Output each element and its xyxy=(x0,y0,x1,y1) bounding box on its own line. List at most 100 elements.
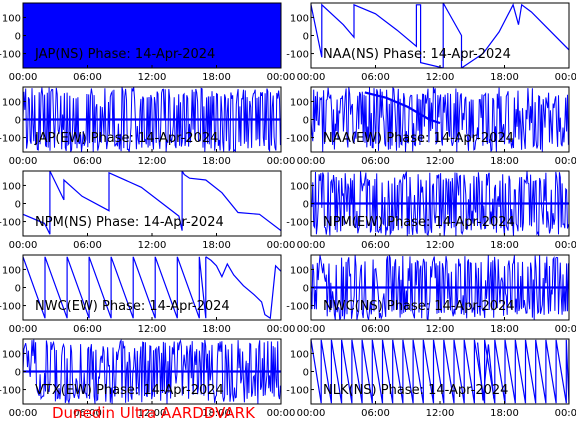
x-tick-label: 06:00 xyxy=(361,156,390,167)
x-tick-label: 12:00 xyxy=(138,240,167,251)
trace-group xyxy=(311,3,569,68)
y-tick-label: 100 xyxy=(2,181,21,192)
y-tick-label: 100 xyxy=(2,349,21,360)
series-line-0 xyxy=(311,3,569,68)
trace-group xyxy=(23,339,281,404)
x-tick-label: 00:00 xyxy=(267,156,296,167)
y-tick-label: 0 xyxy=(15,368,21,379)
y-tick-label: -100 xyxy=(0,50,21,61)
panel-title: VTX(EW) Phase: 14-Apr-2024 xyxy=(35,383,224,398)
x-tick-label: 00:00 xyxy=(267,324,296,335)
panel-title: NPM(NS) Phase: 14-Apr-2024 xyxy=(35,215,224,230)
series-line-0 xyxy=(23,171,281,235)
x-tick-label: 18:00 xyxy=(490,156,519,167)
y-tick-label: -100 xyxy=(286,302,309,313)
panel-8: 100 0 -100 00:00 06:00 12:00 18:00 00:00 VTX(EW)… xyxy=(0,338,296,419)
x-tick-label: 00:00 xyxy=(555,72,576,83)
x-tick-label: 00:00 xyxy=(267,408,296,419)
y-tick-label: -100 xyxy=(286,386,309,397)
x-tick-label: 18:00 xyxy=(202,72,231,83)
trace-group xyxy=(23,87,281,152)
x-tick-label: 06:00 xyxy=(73,156,102,167)
x-tick-label: 18:00 xyxy=(490,324,519,335)
y-tick-label: 100 xyxy=(290,265,309,276)
x-tick-label: 00:00 xyxy=(555,156,576,167)
x-tick-label: 18:00 xyxy=(490,240,519,251)
x-tick-label: 00:00 xyxy=(9,156,38,167)
y-tick-label: -100 xyxy=(0,218,21,229)
x-tick-label: 12:00 xyxy=(138,156,167,167)
panel-3: 100 0 -100 00:00 06:00 12:00 18:00 00:00 NAA(EW)… xyxy=(286,86,576,167)
saw-trace xyxy=(311,339,569,404)
panel-title: JAP(EW) Phase: 14-Apr-2024 xyxy=(34,131,218,146)
x-tick-label: 00:00 xyxy=(9,240,38,251)
x-tick-label: 06:00 xyxy=(73,324,102,335)
x-tick-label: 00:00 xyxy=(9,324,38,335)
x-tick-label: 18:00 xyxy=(490,72,519,83)
x-tick-label: 06:00 xyxy=(361,324,390,335)
trace-group xyxy=(311,339,569,404)
panel-6: 100 0 -100 00:00 06:00 12:00 18:00 00:00 NWC(EW)… xyxy=(0,254,296,335)
noise-trace xyxy=(311,255,569,320)
x-tick-label: 12:00 xyxy=(426,72,455,83)
panel-2: 100 0 -100 00:00 06:00 12:00 18:00 00:00 JAP(EW)… xyxy=(0,86,296,167)
noise-trace xyxy=(23,339,281,404)
x-tick-label: 00:00 xyxy=(297,240,326,251)
x-tick-label: 06:00 xyxy=(73,408,102,419)
trace-group xyxy=(23,171,281,235)
y-tick-label: 100 xyxy=(290,181,309,192)
y-tick-label: 0 xyxy=(303,32,309,43)
panel-title: NWC(NS) Phase: 14-Apr-2024 xyxy=(323,299,515,314)
y-tick-label: 0 xyxy=(15,200,21,211)
x-tick-label: 06:00 xyxy=(73,72,102,83)
x-tick-label: 12:00 xyxy=(138,72,167,83)
x-tick-label: 00:00 xyxy=(297,408,326,419)
x-tick-label: 12:00 xyxy=(138,408,167,419)
trace-group xyxy=(311,255,569,320)
footer-label: Dunedin Ultra AARDDVARK xyxy=(52,404,255,422)
x-tick-label: 00:00 xyxy=(297,156,326,167)
x-tick-label: 00:00 xyxy=(267,240,296,251)
y-tick-label: 0 xyxy=(303,284,309,295)
noise-trace xyxy=(311,171,569,236)
x-tick-label: 18:00 xyxy=(490,408,519,419)
trace-group xyxy=(311,171,569,236)
y-tick-label: 0 xyxy=(303,200,309,211)
y-tick-label: -100 xyxy=(286,134,309,145)
x-tick-label: 12:00 xyxy=(138,324,167,335)
y-tick-label: 0 xyxy=(303,368,309,379)
panel-7: 100 0 -100 00:00 06:00 12:00 18:00 00:00 NWC(NS)… xyxy=(286,254,576,335)
x-tick-label: 12:00 xyxy=(426,156,455,167)
x-tick-label: 00:00 xyxy=(555,408,576,419)
x-tick-label: 00:00 xyxy=(9,72,38,83)
y-tick-label: 0 xyxy=(15,284,21,295)
y-tick-label: 0 xyxy=(15,32,21,43)
panel-title: JAP(NS) Phase: 14-Apr-2024 xyxy=(34,47,215,62)
saw-trace xyxy=(23,256,207,319)
series-line-0 xyxy=(364,91,441,125)
trace-group xyxy=(23,256,281,320)
y-tick-label: -100 xyxy=(0,302,21,313)
panel-title: NWC(EW) Phase: 14-Apr-2024 xyxy=(35,299,230,314)
y-tick-label: -100 xyxy=(0,386,21,397)
y-tick-label: -100 xyxy=(286,50,309,61)
x-tick-label: 12:00 xyxy=(426,324,455,335)
y-tick-label: 100 xyxy=(290,349,309,360)
noise-trace xyxy=(311,87,569,152)
y-tick-label: -100 xyxy=(0,134,21,145)
x-tick-label: 18:00 xyxy=(202,408,231,419)
x-tick-label: 06:00 xyxy=(361,240,390,251)
panel-4: 100 0 -100 00:00 06:00 12:00 18:00 00:00 NPM(NS)… xyxy=(0,170,296,251)
panel-title: NAA(NS) Phase: 14-Apr-2024 xyxy=(323,47,511,62)
x-tick-label: 06:00 xyxy=(73,240,102,251)
panel-title: NLK(NS) Phase: 14-Apr-2024 xyxy=(323,383,508,398)
panel-title: NPM(EW) Phase: 14-Apr-2024 xyxy=(323,215,515,230)
x-tick-label: 00:00 xyxy=(555,240,576,251)
x-tick-label: 18:00 xyxy=(202,156,231,167)
panel-5: 100 0 -100 00:00 06:00 12:00 18:00 00:00 NPM(EW)… xyxy=(286,170,576,251)
x-tick-label: 00:00 xyxy=(297,324,326,335)
trace-group xyxy=(23,3,281,68)
panel-title: NAA(EW) Phase: 14-Apr-2024 xyxy=(323,131,514,146)
x-tick-label: 06:00 xyxy=(361,408,390,419)
